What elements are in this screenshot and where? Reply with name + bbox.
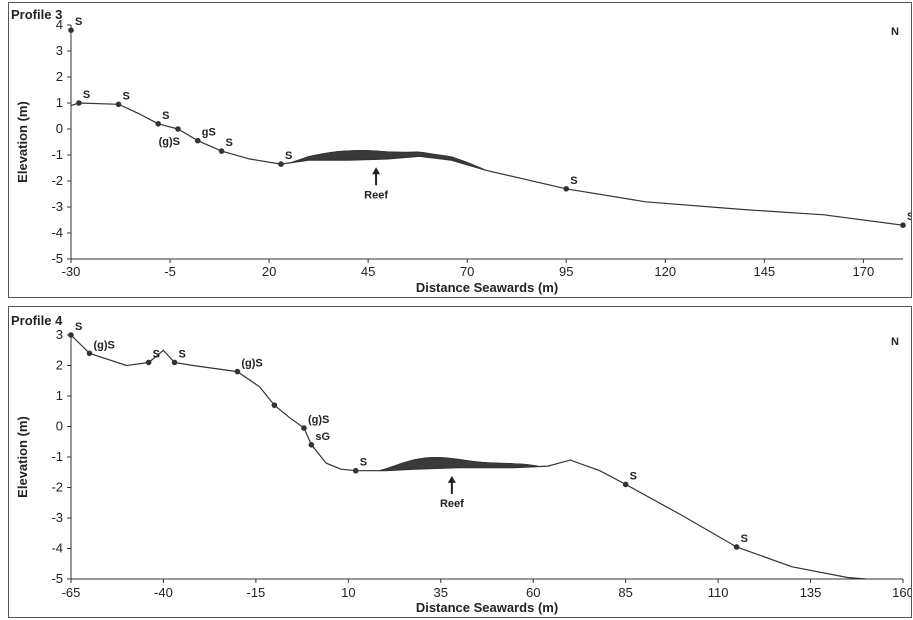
profile-3-y-tick-label: -3 bbox=[51, 199, 63, 214]
profile-3-x-tick-label: 70 bbox=[460, 264, 474, 279]
profile-3-y-tick-label: -5 bbox=[51, 251, 63, 266]
profile-3-sample-point bbox=[155, 121, 161, 127]
profile-4-sample-label: S bbox=[153, 348, 160, 360]
profile-3-sample-label: S bbox=[75, 16, 82, 28]
profile-4-y-tick-label: 2 bbox=[56, 358, 63, 373]
profile-3-sample-label: (g)S bbox=[159, 136, 180, 148]
profile-4-sample-label: S bbox=[179, 348, 186, 360]
profile-3-sample-point bbox=[194, 137, 201, 144]
profile-4-reef-body bbox=[377, 457, 541, 471]
profile-4-x-tick-label: 60 bbox=[526, 585, 540, 600]
profile-4-profile-line bbox=[70, 334, 867, 580]
profile-3-x-tick-label: 170 bbox=[853, 264, 875, 279]
profile-4-y-tick-label: -5 bbox=[51, 571, 63, 586]
profile-4-x-axis-label: Distance Seawards (m) bbox=[416, 600, 558, 615]
profile-4-x-tick-label: 110 bbox=[708, 585, 729, 600]
profile-4-x-tick-label: 35 bbox=[434, 585, 448, 600]
profile-4-x-tick-label: 135 bbox=[800, 585, 822, 600]
profile-4-sample-label: (g)S bbox=[93, 339, 114, 351]
profile-4-panel: Profile 4 N -5 -4 -3 -2 -1 0 1 2 3 -65 -40 -15 10 35 60 8… bbox=[8, 306, 912, 618]
profile-4-sample-point bbox=[733, 544, 740, 550]
profile-4-sample-point bbox=[271, 402, 278, 408]
profile-4-y-tick-label: 0 bbox=[56, 419, 63, 434]
profile-3-y-tick-label: 1 bbox=[56, 95, 63, 110]
profile-4-sample-label: S bbox=[741, 533, 748, 545]
profile-3-x-tick-label: 120 bbox=[654, 264, 676, 279]
profile-3-sample-label: S bbox=[226, 137, 233, 149]
profile-3-north-label: N bbox=[891, 26, 899, 38]
profile-4-y-tick-label: -3 bbox=[51, 510, 63, 525]
profile-3-sample-label: S bbox=[162, 110, 169, 122]
profile-4-sample-point bbox=[86, 350, 93, 357]
profile-4-sample-point bbox=[308, 442, 315, 448]
profile-3-x-tick-label: 95 bbox=[559, 264, 573, 279]
profile-3-sample-point bbox=[68, 27, 74, 33]
profile-4-sample-label: sG bbox=[315, 431, 330, 443]
profile-3-x-tick-label: 45 bbox=[361, 264, 375, 279]
profile-4-x-tick-label: 85 bbox=[618, 585, 632, 600]
profile-4-y-tick-label: 1 bbox=[56, 388, 63, 403]
profile-3-profile-line bbox=[70, 102, 904, 226]
profile-3-sample-point bbox=[278, 161, 284, 167]
profile-4-sample-point bbox=[68, 332, 74, 338]
profile-4-reef-label: Reef bbox=[440, 498, 464, 510]
profile-4-sample-label: S bbox=[360, 457, 367, 469]
profile-4-sample-label: (g)S bbox=[308, 414, 329, 426]
profile-3-y-tick-label: 2 bbox=[56, 69, 63, 84]
profile-3-x-tick-label: -5 bbox=[164, 264, 176, 279]
profile-4-x-tick-label: -40 bbox=[154, 585, 173, 600]
profile-4-north-label: N bbox=[891, 336, 899, 348]
profile-3-reef-arrowhead bbox=[372, 167, 381, 175]
profile-4-reef-arrowhead bbox=[447, 475, 456, 483]
profile-4-y-tick-label: -2 bbox=[51, 480, 63, 495]
profile-4-title: Profile 4 bbox=[11, 313, 63, 328]
profile-3-sample-point bbox=[175, 126, 181, 132]
profile-4-sample-point bbox=[352, 467, 359, 474]
profile-4-x-tick-label: 10 bbox=[341, 585, 355, 600]
profile-3-sample-label: S bbox=[83, 89, 90, 101]
profile-3-y-tick-label: 0 bbox=[56, 121, 63, 136]
profile-4-x-tick-label: 160 bbox=[892, 585, 911, 600]
profile-3-sample-point bbox=[76, 100, 82, 106]
profile-3-x-tick-label: -30 bbox=[62, 264, 81, 279]
profile-4-y-tick-label: -4 bbox=[51, 541, 63, 556]
profile-3-sample-point bbox=[900, 222, 906, 228]
profile-3-x-tick-label: 20 bbox=[262, 264, 276, 279]
profile-3-title: Profile 3 bbox=[11, 7, 62, 22]
profile-4-y-axis-label: Elevation (m) bbox=[15, 416, 30, 498]
profile-4-sample-point bbox=[234, 368, 241, 375]
profile-4-sample-point bbox=[301, 425, 307, 431]
profile-3-sample-label: S bbox=[570, 175, 577, 187]
profile-4-y-tick-label: 3 bbox=[56, 327, 63, 342]
profile-3-sample-label: S bbox=[123, 90, 130, 102]
profile-3-y-tick-label: -4 bbox=[51, 225, 63, 240]
profile-3-y-tick-label: 3 bbox=[56, 43, 63, 58]
profile-4-x-tick-label: -15 bbox=[246, 585, 265, 600]
profile-4-x-tick-label: -65 bbox=[62, 585, 81, 600]
profile-4-sample-point bbox=[145, 359, 152, 366]
profile-4-sample-label: S bbox=[630, 470, 637, 482]
profile-3-sample-point bbox=[563, 186, 570, 192]
profile-3-sample-label: S bbox=[285, 150, 292, 162]
profile-4-sample-label: S bbox=[75, 321, 82, 333]
profile-4-y-tick-label: -1 bbox=[51, 449, 63, 464]
profile-3-sample-point bbox=[115, 101, 122, 108]
profile-3-sample-label: gS bbox=[202, 127, 216, 139]
profile-4-chart: Profile 4 N -5 -4 -3 -2 -1 0 1 2 3 -65 -40 -15 10 35 60 8… bbox=[11, 313, 911, 615]
profile-3-y-tick-label: -2 bbox=[51, 173, 63, 188]
profile-4-sample-point bbox=[622, 481, 629, 488]
profile-3-y-tick-label: -1 bbox=[51, 147, 63, 162]
profile-3-reef-label: Reef bbox=[364, 189, 388, 201]
profile-3-x-tick-label: 145 bbox=[753, 264, 775, 279]
profile-3-sample-point bbox=[218, 148, 225, 154]
profile-3-y-axis-label: Elevation (m) bbox=[15, 101, 30, 183]
profile-3-panel: Profile 3 N -5 -4 -3 -2 -1 0 1 2 3 4 -30 -5 20 45 70 95 12… bbox=[8, 2, 912, 298]
profile-3-x-axis-label: Distance Seawards (m) bbox=[416, 280, 558, 295]
profile-4-sample-point bbox=[171, 359, 178, 366]
profile-4-sample-label: (g)S bbox=[241, 358, 262, 370]
profile-3-sample-label: S bbox=[907, 211, 911, 223]
profile-3-y-tick-label: 4 bbox=[56, 17, 63, 32]
